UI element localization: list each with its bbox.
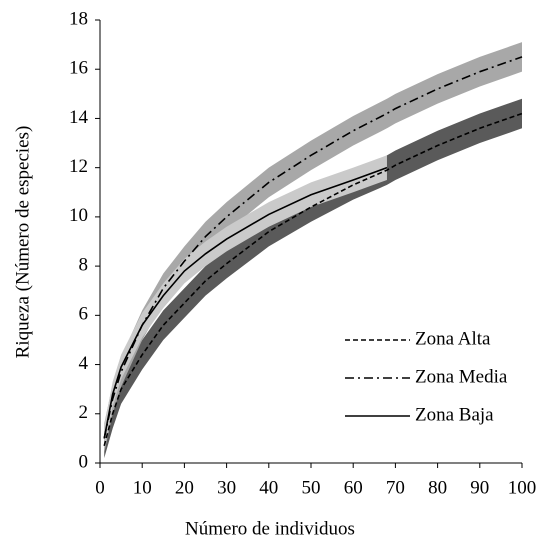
legend-label: Zona Media xyxy=(415,366,508,387)
x-tick-label: 70 xyxy=(386,477,405,498)
y-tick-label: 2 xyxy=(79,402,89,423)
legend-label: Zona Alta xyxy=(415,328,491,349)
series-line xyxy=(103,56,523,439)
series-line xyxy=(103,112,523,446)
y-tick-label: 0 xyxy=(79,451,89,472)
x-tick-label: 50 xyxy=(302,477,321,498)
y-tick-label: 8 xyxy=(79,254,89,275)
x-tick-label: 10 xyxy=(133,477,152,498)
legend-label: Zona Baja xyxy=(415,404,494,425)
y-tick-label: 12 xyxy=(69,156,88,177)
y-axis-title: Riqueza (Número de especies) xyxy=(12,126,33,359)
x-tick-label: 80 xyxy=(428,477,447,498)
x-tick-label: 30 xyxy=(217,477,236,498)
x-tick-label: 90 xyxy=(470,477,489,498)
confidence-band xyxy=(104,98,522,459)
y-tick-label: 4 xyxy=(79,353,89,374)
y-tick-label: 14 xyxy=(69,107,89,128)
y-tick-label: 16 xyxy=(69,58,88,79)
confidence-band xyxy=(104,155,387,451)
x-tick-label: 100 xyxy=(508,477,537,498)
y-tick-label: 6 xyxy=(79,304,89,325)
y-tick-label: 10 xyxy=(69,205,88,226)
x-tick-label: 40 xyxy=(259,477,278,498)
x-tick-label: 60 xyxy=(344,477,363,498)
y-tick-label: 18 xyxy=(69,8,88,29)
x-axis-title: Número de individuos xyxy=(185,518,355,539)
series-line xyxy=(103,166,388,439)
x-tick-label: 20 xyxy=(175,477,194,498)
confidence-band xyxy=(104,42,522,454)
x-tick-label: 0 xyxy=(95,477,105,498)
